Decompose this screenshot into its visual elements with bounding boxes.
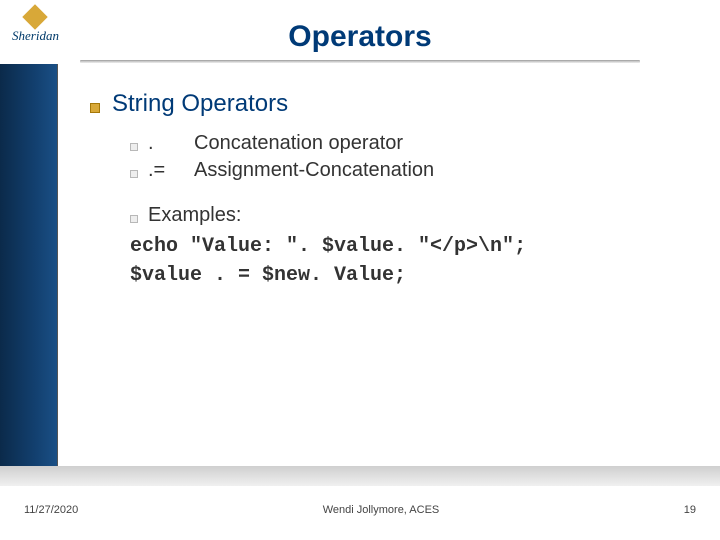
code-line: echo "Value: ". $value. "</p>\n";	[130, 235, 690, 258]
footer: 11/27/2020 Wendi Jollymore, ACES 19	[0, 504, 720, 516]
bullet-level2-icon	[130, 215, 138, 223]
content-area: String Operators . Concatenation operato…	[90, 90, 690, 293]
footer-date: 11/27/2020	[24, 504, 78, 516]
logo-text: Sheridan	[12, 28, 59, 44]
examples-label: Examples:	[148, 204, 241, 227]
title-underline	[80, 60, 640, 63]
code-line: $value . = $new. Value;	[130, 264, 690, 287]
sidebar-decoration	[0, 64, 58, 472]
logo-diamond-icon	[23, 4, 48, 29]
footer-divider	[0, 466, 720, 486]
operator-row: .= Assignment-Concatenation	[130, 159, 690, 182]
bullet-level2-icon	[130, 143, 138, 151]
operator-desc: Concatenation operator	[194, 132, 403, 155]
bullet-level2-icon	[130, 170, 138, 178]
logo: Sheridan	[12, 8, 59, 44]
footer-author: Wendi Jollymore, ACES	[323, 504, 440, 516]
footer-page: 19	[684, 504, 696, 516]
section-heading: String Operators	[112, 90, 288, 118]
slide-title-text: Operators	[288, 20, 431, 53]
heading-row: String Operators	[90, 90, 690, 118]
operator-desc: Assignment-Concatenation	[194, 159, 434, 182]
operator-row: . Concatenation operator	[130, 132, 690, 155]
bullet-level1-icon	[90, 103, 100, 113]
slide-title: Operators	[0, 0, 720, 54]
examples-row: Examples:	[130, 204, 690, 227]
operator-symbol: .	[148, 132, 194, 155]
operator-symbol: .=	[148, 159, 194, 182]
